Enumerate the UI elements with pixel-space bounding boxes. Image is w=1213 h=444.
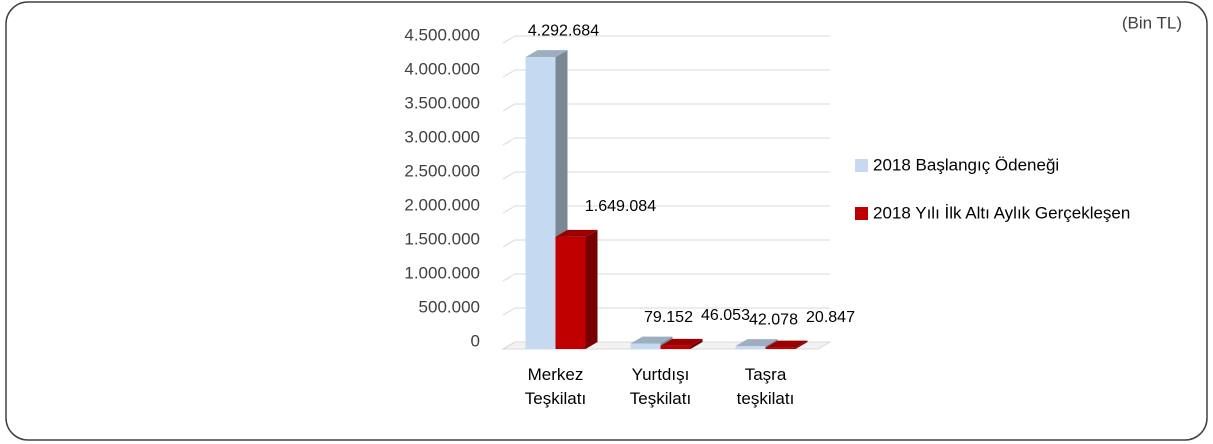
bar-side — [690, 338, 703, 349]
value-label: 1.649.084 — [585, 198, 656, 215]
grid-line — [502, 273, 830, 282]
bar — [765, 347, 796, 349]
bar-top — [735, 339, 778, 347]
y-tick-label: 2.500.000 — [404, 161, 480, 180]
value-label: 20.847 — [806, 309, 855, 326]
bar-side — [795, 340, 808, 349]
grid-line — [502, 137, 830, 146]
legend-label: 2018 Başlangıç Ödeneği — [873, 155, 1059, 174]
y-tick-label: 3.000.000 — [404, 127, 480, 146]
legend-swatch — [855, 207, 868, 220]
grid-line — [502, 103, 830, 112]
legend-label: 2018 Yılı İlk Altı Aylık Gerçekleşen — [873, 203, 1130, 222]
value-label: 79.152 — [644, 309, 693, 326]
value-label: 4.292.684 — [528, 22, 599, 39]
value-label: 42.078 — [749, 311, 798, 328]
x-tick-label: Yurtdışı Teşkilatı — [629, 365, 692, 408]
bar-top — [555, 229, 598, 237]
bar-top — [765, 340, 808, 348]
annotation: (Bin TL) — [1122, 13, 1182, 32]
bar — [630, 343, 661, 349]
y-tick-label: 1.000.000 — [404, 263, 480, 282]
bar-top — [630, 336, 673, 344]
y-tick-label: 4.500.000 — [404, 25, 480, 44]
x-tick-label: Merkez Teşkilatı — [524, 365, 587, 408]
value-label: 46.053 — [701, 307, 750, 324]
legend-swatch — [855, 159, 868, 172]
y-tick-label: 3.500.000 — [404, 93, 480, 112]
grid-line — [502, 239, 830, 248]
grid-line — [502, 35, 830, 44]
bar-side — [585, 229, 598, 349]
y-tick-label: 1.500.000 — [404, 229, 480, 248]
bar — [735, 346, 766, 349]
bar — [660, 345, 691, 349]
y-tick-label: 2.000.000 — [404, 195, 480, 214]
y-tick-label: 4.000.000 — [404, 59, 480, 78]
grid-line — [502, 307, 830, 316]
grid-line — [502, 171, 830, 180]
x-tick-label: Taşra teşkilatı — [736, 365, 795, 408]
grid-line — [502, 341, 830, 350]
frame — [5, 1, 1208, 441]
y-tick-label: 0 — [471, 331, 480, 350]
grid-line — [502, 69, 830, 78]
bar-top — [660, 338, 703, 346]
y-tick-label: 500.000 — [419, 297, 480, 316]
grid-line — [502, 205, 830, 214]
bar — [525, 57, 556, 350]
bar-top — [525, 50, 568, 58]
bar — [555, 236, 586, 349]
